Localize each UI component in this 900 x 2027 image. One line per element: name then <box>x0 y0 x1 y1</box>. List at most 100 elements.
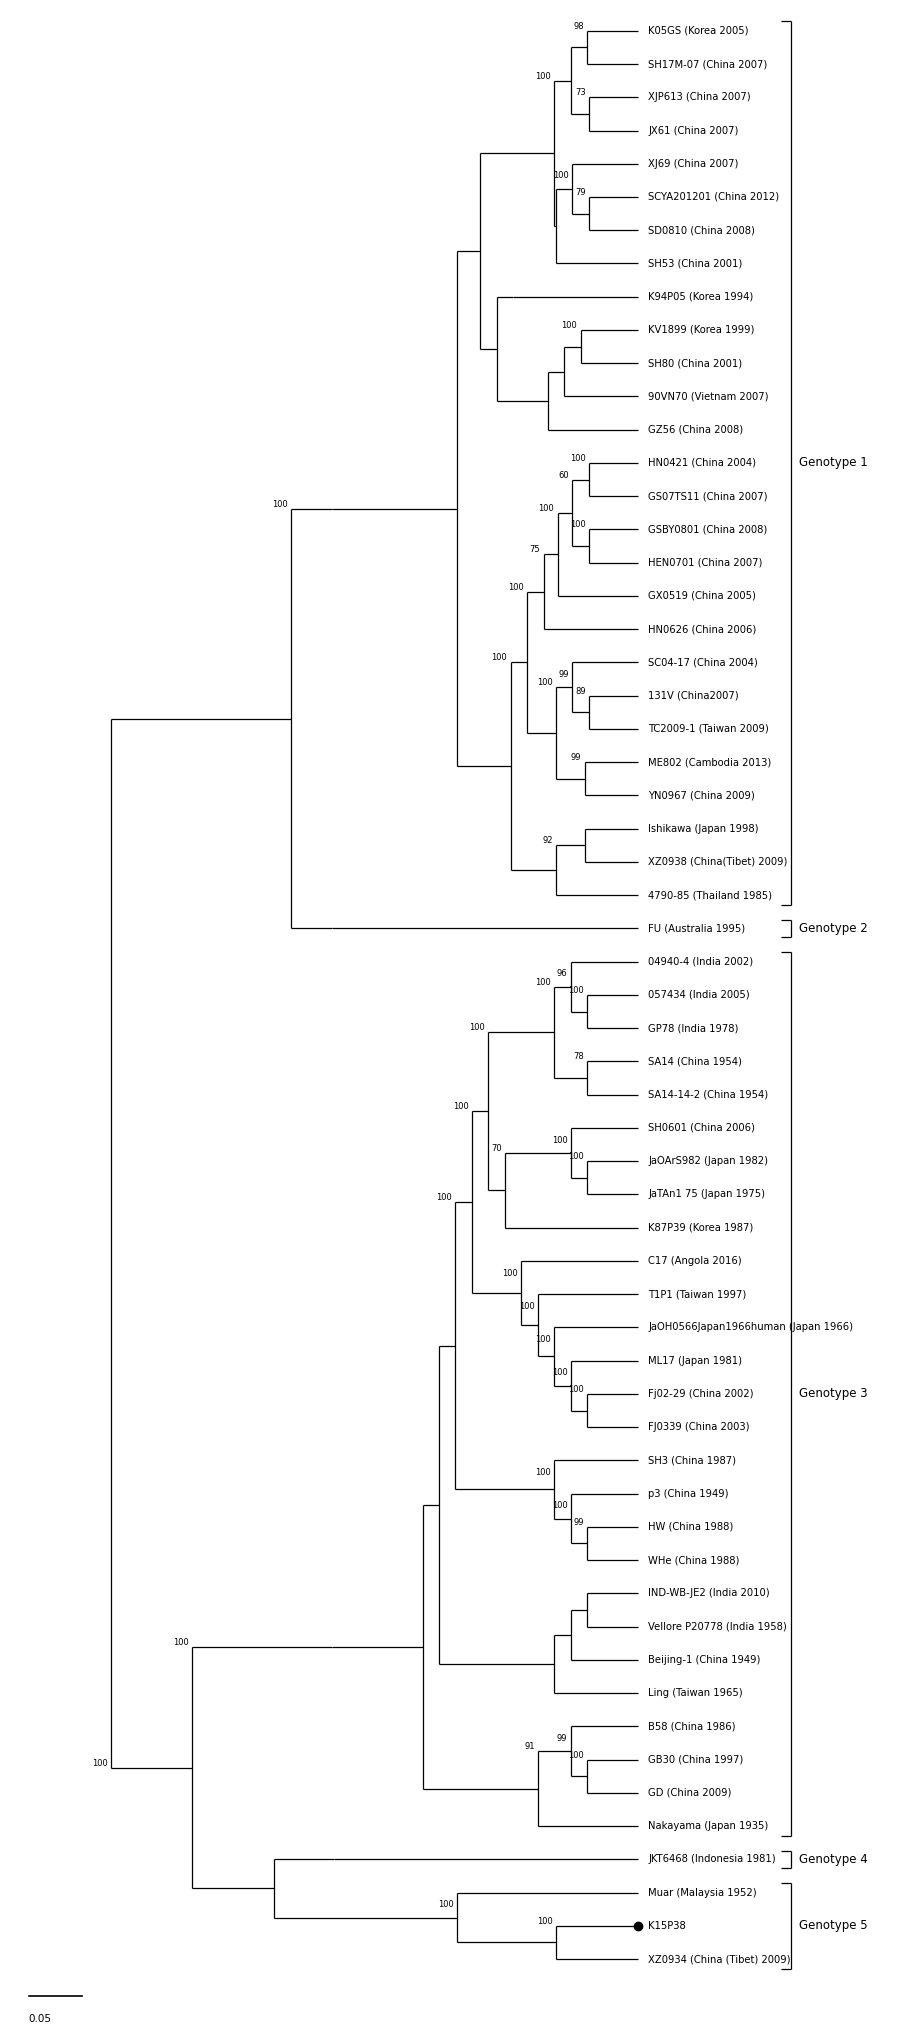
Text: 100: 100 <box>568 985 584 995</box>
Text: 100: 100 <box>568 1751 584 1759</box>
Text: 100: 100 <box>552 1368 568 1376</box>
Text: SH80 (China 2001): SH80 (China 2001) <box>648 359 742 369</box>
Text: Genotype 2: Genotype 2 <box>799 922 868 934</box>
Text: XZ0938 (China(Tibet) 2009): XZ0938 (China(Tibet) 2009) <box>648 857 788 868</box>
Text: 89: 89 <box>575 687 586 695</box>
Text: 60: 60 <box>559 470 569 480</box>
Text: 96: 96 <box>557 969 568 979</box>
Text: FU (Australia 1995): FU (Australia 1995) <box>648 924 745 932</box>
Text: Fj02-29 (China 2002): Fj02-29 (China 2002) <box>648 1388 753 1399</box>
Text: GSBY0801 (China 2008): GSBY0801 (China 2008) <box>648 525 768 535</box>
Text: 91: 91 <box>524 1743 535 1751</box>
Text: GD (China 2009): GD (China 2009) <box>648 1788 732 1798</box>
Text: 100: 100 <box>502 1269 518 1277</box>
Text: C17 (Angola 2016): C17 (Angola 2016) <box>648 1257 742 1267</box>
Text: 70: 70 <box>491 1143 501 1153</box>
Text: GB30 (China 1997): GB30 (China 1997) <box>648 1755 743 1766</box>
Text: 100: 100 <box>272 501 287 509</box>
Text: JaTAn1 75 (Japan 1975): JaTAn1 75 (Japan 1975) <box>648 1190 765 1200</box>
Text: TC2009-1 (Taiwan 2009): TC2009-1 (Taiwan 2009) <box>648 724 769 734</box>
Text: 057434 (India 2005): 057434 (India 2005) <box>648 989 750 999</box>
Text: T1P1 (Taiwan 1997): T1P1 (Taiwan 1997) <box>648 1289 746 1299</box>
Text: 98: 98 <box>573 22 584 30</box>
Text: HW (China 1988): HW (China 1988) <box>648 1522 734 1532</box>
Text: 100: 100 <box>537 1918 553 1926</box>
Text: SH3 (China 1987): SH3 (China 1987) <box>648 1455 736 1466</box>
Text: GS07TS11 (China 2007): GS07TS11 (China 2007) <box>648 491 768 501</box>
Text: SA14 (China 1954): SA14 (China 1954) <box>648 1056 742 1066</box>
Text: 100: 100 <box>92 1759 108 1768</box>
Text: ME802 (Cambodia 2013): ME802 (Cambodia 2013) <box>648 758 771 766</box>
Text: K87P39 (Korea 1987): K87P39 (Korea 1987) <box>648 1222 753 1232</box>
Text: 4790-85 (Thailand 1985): 4790-85 (Thailand 1985) <box>648 890 772 900</box>
Text: Nakayama (Japan 1935): Nakayama (Japan 1935) <box>648 1820 769 1830</box>
Text: 100: 100 <box>552 1135 568 1145</box>
Text: 90VN70 (Vietnam 2007): 90VN70 (Vietnam 2007) <box>648 391 769 401</box>
Text: Genotype 4: Genotype 4 <box>799 1853 868 1865</box>
Text: WHe (China 1988): WHe (China 1988) <box>648 1555 740 1565</box>
Text: 73: 73 <box>575 89 586 97</box>
Text: Ling (Taiwan 1965): Ling (Taiwan 1965) <box>648 1688 742 1699</box>
Text: 100: 100 <box>436 1194 452 1202</box>
Text: B58 (China 1986): B58 (China 1986) <box>648 1721 735 1731</box>
Text: p3 (China 1949): p3 (China 1949) <box>648 1488 729 1498</box>
Text: 78: 78 <box>573 1052 584 1062</box>
Text: 75: 75 <box>530 545 540 555</box>
Text: JaOH0566Japan1966human (Japan 1966): JaOH0566Japan1966human (Japan 1966) <box>648 1322 853 1332</box>
Text: Ishikawa (Japan 1998): Ishikawa (Japan 1998) <box>648 823 759 833</box>
Text: 100: 100 <box>536 71 551 81</box>
Text: JX61 (China 2007): JX61 (China 2007) <box>648 126 739 136</box>
Text: K05GS (Korea 2005): K05GS (Korea 2005) <box>648 26 749 36</box>
Text: Genotype 1: Genotype 1 <box>799 456 868 470</box>
Text: XJP613 (China 2007): XJP613 (China 2007) <box>648 93 751 101</box>
Text: 100: 100 <box>536 1336 551 1344</box>
Text: Muar (Malaysia 1952): Muar (Malaysia 1952) <box>648 1887 757 1897</box>
Text: Genotype 3: Genotype 3 <box>799 1386 868 1401</box>
Text: SC04-17 (China 2004): SC04-17 (China 2004) <box>648 657 758 667</box>
Text: HN0421 (China 2004): HN0421 (China 2004) <box>648 458 756 468</box>
Text: 100: 100 <box>552 1502 568 1510</box>
Text: K15P38: K15P38 <box>648 1922 686 1932</box>
Text: Vellore P20778 (India 1958): Vellore P20778 (India 1958) <box>648 1622 787 1632</box>
Text: 100: 100 <box>438 1899 454 1909</box>
Text: 100: 100 <box>470 1024 485 1032</box>
Text: 100: 100 <box>562 320 577 330</box>
Text: SA14-14-2 (China 1954): SA14-14-2 (China 1954) <box>648 1091 769 1101</box>
Text: 100: 100 <box>537 679 553 687</box>
Text: XJ69 (China 2007): XJ69 (China 2007) <box>648 158 739 168</box>
Text: Beijing-1 (China 1949): Beijing-1 (China 1949) <box>648 1654 760 1664</box>
Text: 100: 100 <box>570 521 586 529</box>
Text: GP78 (India 1978): GP78 (India 1978) <box>648 1024 739 1034</box>
Text: Genotype 5: Genotype 5 <box>799 1920 868 1932</box>
Text: JaOArS982 (Japan 1982): JaOArS982 (Japan 1982) <box>648 1155 769 1166</box>
Text: 0.05: 0.05 <box>29 2015 52 2023</box>
Text: 100: 100 <box>568 1384 584 1395</box>
Text: 92: 92 <box>542 837 553 845</box>
Text: KV1899 (Korea 1999): KV1899 (Korea 1999) <box>648 324 754 334</box>
Text: 100: 100 <box>491 653 508 663</box>
Text: 100: 100 <box>173 1638 189 1646</box>
Text: GZ56 (China 2008): GZ56 (China 2008) <box>648 426 743 434</box>
Text: 100: 100 <box>554 172 569 180</box>
Text: GX0519 (China 2005): GX0519 (China 2005) <box>648 592 756 600</box>
Text: 131V (China2007): 131V (China2007) <box>648 691 739 701</box>
Text: 99: 99 <box>557 1733 568 1743</box>
Text: SD0810 (China 2008): SD0810 (China 2008) <box>648 225 755 235</box>
Text: SCYA201201 (China 2012): SCYA201201 (China 2012) <box>648 193 779 203</box>
Text: HEN0701 (China 2007): HEN0701 (China 2007) <box>648 557 762 568</box>
Text: 100: 100 <box>538 505 554 513</box>
Text: 79: 79 <box>575 189 586 197</box>
Text: 04940-4 (India 2002): 04940-4 (India 2002) <box>648 957 753 967</box>
Text: SH17M-07 (China 2007): SH17M-07 (China 2007) <box>648 59 768 69</box>
Text: 99: 99 <box>573 1518 584 1526</box>
Text: 100: 100 <box>518 1301 535 1311</box>
Text: ML17 (Japan 1981): ML17 (Japan 1981) <box>648 1356 742 1366</box>
Text: 99: 99 <box>571 754 581 762</box>
Text: 100: 100 <box>508 584 524 592</box>
Text: 100: 100 <box>536 977 551 987</box>
Text: K94P05 (Korea 1994): K94P05 (Korea 1994) <box>648 292 753 302</box>
Text: FJ0339 (China 2003): FJ0339 (China 2003) <box>648 1423 750 1433</box>
Text: XZ0934 (China (Tibet) 2009): XZ0934 (China (Tibet) 2009) <box>648 1954 791 1964</box>
Text: IND-WB-JE2 (India 2010): IND-WB-JE2 (India 2010) <box>648 1589 770 1599</box>
Text: SH53 (China 2001): SH53 (China 2001) <box>648 259 742 268</box>
